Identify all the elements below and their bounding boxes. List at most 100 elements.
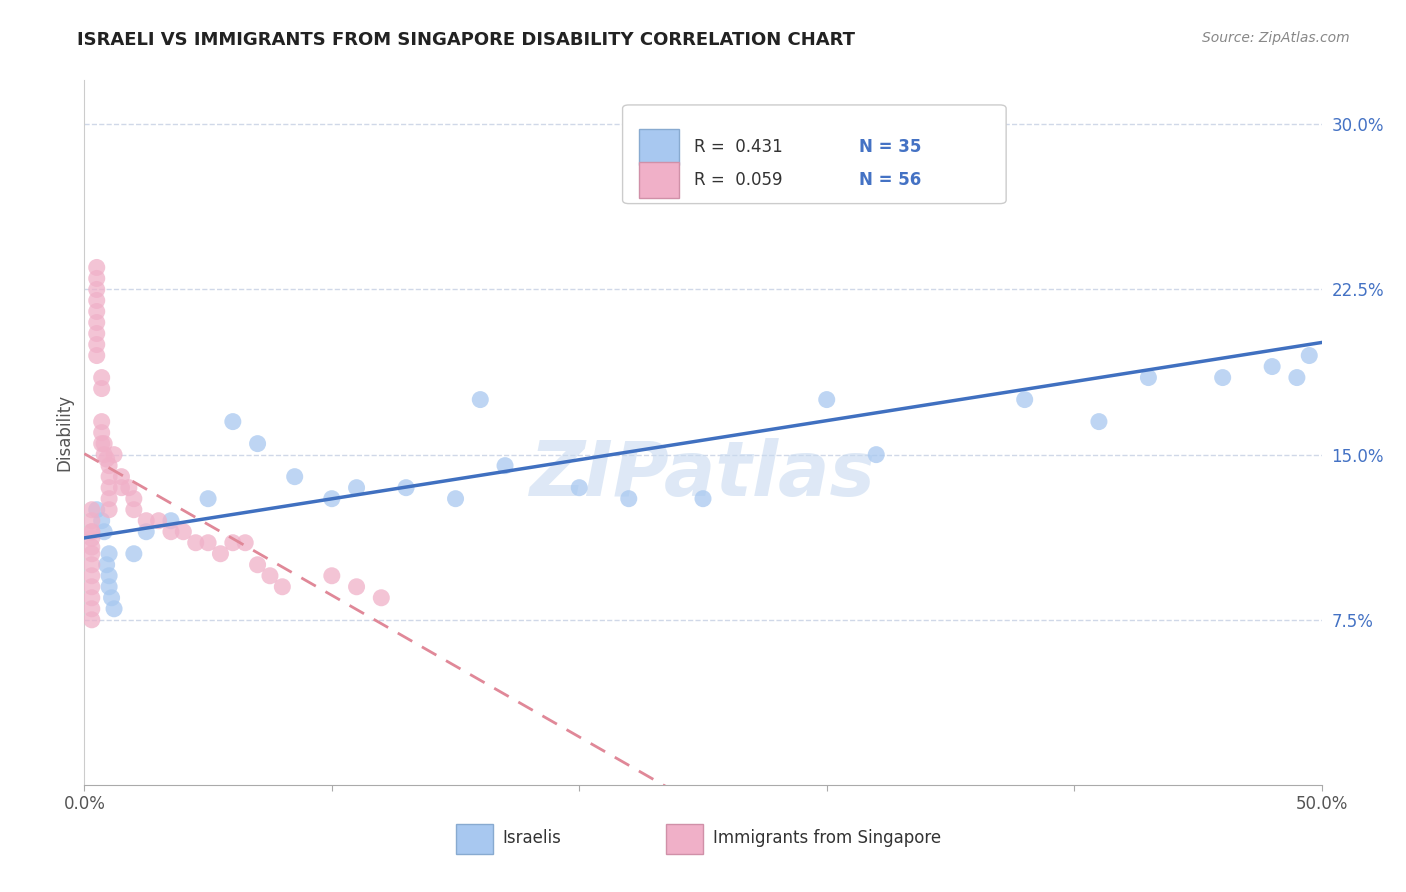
Point	[197, 535, 219, 549]
Point	[98, 568, 121, 582]
Point	[96, 452, 118, 467]
Point	[98, 547, 121, 561]
Text: R =  0.431: R = 0.431	[695, 138, 783, 156]
Point	[80, 591, 103, 605]
Point	[259, 568, 281, 582]
Point	[184, 535, 207, 549]
Point	[86, 326, 108, 341]
Point	[80, 601, 103, 615]
Point	[93, 524, 115, 539]
Point	[346, 580, 368, 594]
Point	[766, 139, 789, 153]
Text: ZIPatlas: ZIPatlas	[530, 438, 876, 512]
Point	[80, 540, 103, 554]
Point	[271, 580, 294, 594]
Point	[86, 283, 108, 297]
Point	[346, 481, 368, 495]
Point	[815, 392, 838, 407]
Point	[1212, 370, 1234, 384]
Point	[93, 448, 115, 462]
Text: Source: ZipAtlas.com: Source: ZipAtlas.com	[1202, 31, 1350, 45]
Point	[90, 514, 112, 528]
FancyBboxPatch shape	[456, 824, 492, 854]
FancyBboxPatch shape	[638, 129, 679, 164]
Point	[110, 481, 132, 495]
Text: ISRAELI VS IMMIGRANTS FROM SINGAPORE DISABILITY CORRELATION CHART: ISRAELI VS IMMIGRANTS FROM SINGAPORE DIS…	[77, 31, 855, 49]
Point	[494, 458, 516, 473]
Point	[80, 547, 103, 561]
Point	[80, 524, 103, 539]
Point	[148, 514, 170, 528]
Point	[103, 601, 125, 615]
Point	[86, 502, 108, 516]
FancyBboxPatch shape	[623, 105, 1007, 203]
Point	[370, 591, 392, 605]
Point	[90, 436, 112, 450]
Text: Israelis: Israelis	[502, 829, 561, 847]
Point	[80, 532, 103, 546]
Point	[172, 524, 194, 539]
Point	[86, 304, 108, 318]
Point	[122, 547, 145, 561]
Point	[86, 260, 108, 275]
Point	[160, 514, 183, 528]
Point	[93, 436, 115, 450]
Point	[80, 580, 103, 594]
Point	[617, 491, 640, 506]
Point	[98, 481, 121, 495]
Point	[395, 481, 418, 495]
Point	[90, 370, 112, 384]
Point	[444, 491, 467, 506]
Point	[233, 535, 256, 549]
Point	[96, 558, 118, 572]
Point	[135, 514, 157, 528]
Point	[110, 469, 132, 483]
Point	[122, 502, 145, 516]
Point	[80, 524, 103, 539]
Y-axis label: Disability: Disability	[55, 394, 73, 471]
Point	[90, 415, 112, 429]
Point	[284, 469, 307, 483]
Point	[98, 469, 121, 483]
Point	[80, 568, 103, 582]
Point	[222, 415, 245, 429]
Point	[80, 514, 103, 528]
FancyBboxPatch shape	[638, 162, 679, 197]
Text: Immigrants from Singapore: Immigrants from Singapore	[713, 829, 941, 847]
Point	[122, 491, 145, 506]
Point	[470, 392, 492, 407]
Point	[118, 481, 141, 495]
Point	[100, 591, 122, 605]
Point	[568, 481, 591, 495]
Point	[321, 491, 343, 506]
Point	[222, 535, 245, 549]
Point	[1137, 370, 1160, 384]
Text: R =  0.059: R = 0.059	[695, 171, 783, 189]
Point	[90, 382, 112, 396]
Point	[1298, 349, 1320, 363]
Point	[86, 337, 108, 351]
Point	[80, 613, 103, 627]
Point	[209, 547, 232, 561]
Point	[98, 580, 121, 594]
Point	[321, 568, 343, 582]
FancyBboxPatch shape	[666, 824, 703, 854]
Point	[98, 458, 121, 473]
Point	[865, 448, 887, 462]
Point	[246, 436, 269, 450]
Point	[90, 425, 112, 440]
Point	[1014, 392, 1036, 407]
Point	[103, 448, 125, 462]
Point	[98, 491, 121, 506]
Text: N = 35: N = 35	[859, 138, 921, 156]
Point	[98, 502, 121, 516]
Point	[197, 491, 219, 506]
Point	[160, 524, 183, 539]
Point	[1261, 359, 1284, 374]
Point	[80, 558, 103, 572]
Point	[692, 491, 714, 506]
Point	[135, 524, 157, 539]
Point	[86, 271, 108, 285]
Point	[1285, 370, 1308, 384]
Point	[1088, 415, 1111, 429]
